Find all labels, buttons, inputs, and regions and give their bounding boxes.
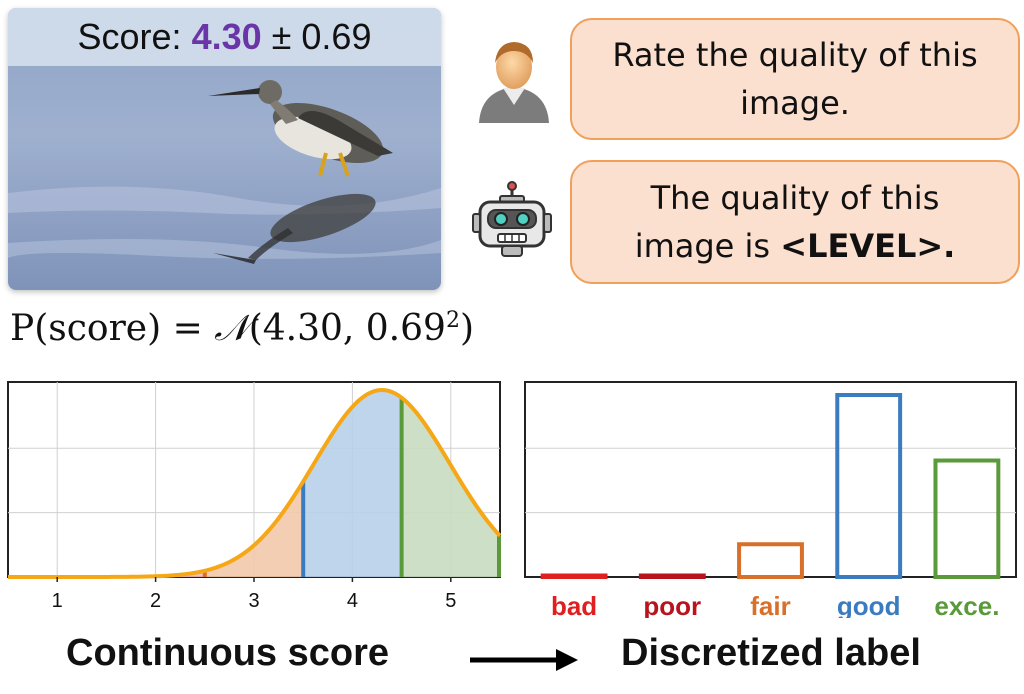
bird-photo: Score: 4.30 ± 0.69 — [8, 8, 441, 290]
region-exce — [401, 397, 500, 577]
score-banner: Score: 4.30 ± 0.69 — [8, 8, 441, 66]
robot-icon — [472, 181, 552, 257]
continuous-score-caption: Continuous score — [66, 632, 390, 674]
region-fair — [204, 481, 304, 577]
user-prompt-bubble: Rate the quality of this image. — [570, 18, 1020, 140]
user-prompt-line: image. — [740, 84, 850, 122]
formula-normal-symbol: 𝒩 — [214, 308, 249, 349]
bar-bad — [540, 573, 608, 579]
x-tick-label: 1 — [52, 590, 63, 612]
category-label-exce: exce. — [934, 591, 999, 618]
bar-good — [835, 393, 903, 579]
formula-exponent: 2 — [445, 308, 460, 333]
category-label-good: good — [837, 591, 901, 618]
right-arrow-icon — [470, 649, 578, 671]
user-avatar-icon — [479, 42, 549, 123]
discretized-bar-chart: bad poor fair good exce. — [524, 381, 1017, 618]
x-tick-label: 4 — [347, 590, 358, 612]
distribution-chart: 1 2 3 4 5 — [7, 381, 502, 612]
formula-args: (4.30, 0.69 — [248, 308, 446, 349]
score-value: 4.30 — [191, 16, 262, 57]
formula-lhs: P(score) = — [10, 308, 215, 349]
category-label-poor: poor — [643, 591, 701, 618]
user-prompt-line: Rate the quality of this — [612, 36, 978, 74]
bar-exce — [933, 458, 1001, 579]
category-label-fair: fair — [750, 591, 790, 618]
gaussian-curve — [8, 387, 502, 579]
category-label-bad: bad — [551, 591, 597, 618]
bar-poor — [638, 573, 706, 579]
robot-reply-line: The quality of this — [650, 179, 940, 217]
formula-close: ) — [459, 308, 474, 349]
robot-reply-prefix: image is — [634, 227, 781, 265]
score-label: Score: — [77, 16, 182, 57]
bar-fair — [737, 542, 804, 580]
x-tick-label: 2 — [150, 590, 161, 612]
region-good — [303, 390, 402, 577]
level-placeholder: <LEVEL>. — [780, 227, 956, 265]
distribution-formula: P(score) = 𝒩(4.30, 0.692) — [10, 308, 474, 368]
discretized-label-caption: Discretized label — [621, 632, 921, 674]
plot-frame — [524, 381, 1017, 578]
robot-reply-line: image is <LEVEL>. — [635, 222, 956, 270]
x-tick-label: 3 — [248, 590, 259, 612]
x-tick-label: 5 — [445, 590, 456, 612]
robot-reply-bubble: The quality of this image is <LEVEL>. — [570, 160, 1020, 284]
score-std: ± 0.69 — [271, 16, 372, 57]
